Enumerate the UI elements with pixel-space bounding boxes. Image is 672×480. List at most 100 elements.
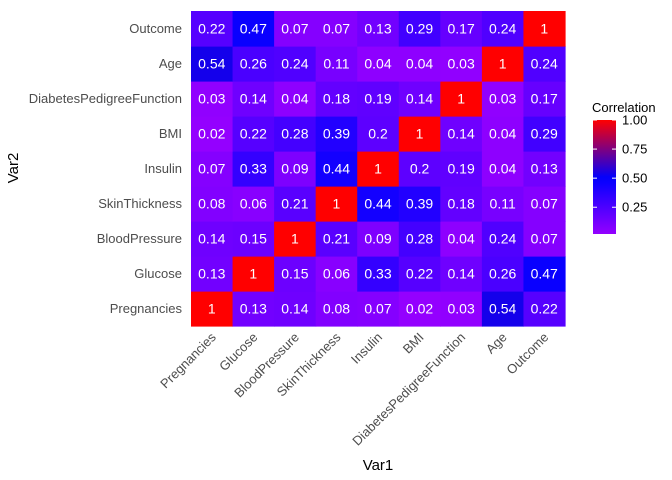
heatmap-cell bbox=[191, 256, 234, 292]
heatmap-cell-label: 0.08 bbox=[198, 196, 225, 212]
heatmap-cell-label: 0.39 bbox=[406, 196, 433, 212]
heatmap-cell-label: 0.2 bbox=[368, 126, 388, 142]
x-axis-title: Var1 bbox=[363, 457, 394, 474]
heatmap-cell bbox=[274, 46, 317, 82]
heatmap-cell-label: 0.09 bbox=[281, 161, 308, 177]
heatmap-cell bbox=[398, 256, 441, 292]
x-tick-label: BMI bbox=[400, 330, 427, 357]
heatmap-cell bbox=[315, 291, 358, 327]
heatmap-cell-label: 0.14 bbox=[240, 91, 267, 107]
legend-tick-label: 0.25 bbox=[622, 200, 647, 215]
heatmap-cell bbox=[398, 46, 441, 82]
heatmap-cell-label: 0.07 bbox=[198, 161, 225, 177]
heatmap-cell-label: 0.54 bbox=[198, 56, 225, 72]
heatmap-cell-label: 0.18 bbox=[323, 91, 350, 107]
heatmap-cell bbox=[357, 11, 400, 47]
heatmap-cell-label: 0.26 bbox=[489, 266, 516, 282]
heatmap-cell bbox=[481, 11, 525, 47]
heatmap-cell bbox=[523, 186, 566, 222]
heatmap-cell-label: 0.19 bbox=[447, 161, 474, 177]
heatmap-cell-label: 0.04 bbox=[281, 91, 308, 107]
heatmap-cell bbox=[481, 291, 525, 327]
heatmap-cell-label: 0.06 bbox=[240, 196, 267, 212]
heatmap-cell-label: 0.14 bbox=[198, 231, 225, 247]
heatmap-cell-label: 0.14 bbox=[447, 126, 474, 142]
legend-tick-label: 1.00 bbox=[622, 113, 647, 128]
y-axis-tick-labels: Pregnancies Glucose BloodPressure SkinThick… bbox=[29, 21, 183, 316]
heatmap-cell-label: 1 bbox=[540, 21, 548, 37]
heatmap-cell bbox=[232, 291, 275, 327]
heatmap-cell bbox=[523, 46, 566, 82]
heatmap-cell-label: 0.07 bbox=[281, 21, 308, 37]
heatmap-cell-label: 0.47 bbox=[531, 266, 558, 282]
heatmap-cell bbox=[357, 291, 400, 327]
heatmap-cell-label: 0.03 bbox=[447, 301, 474, 317]
heatmap-cell bbox=[398, 151, 441, 187]
heatmap-cell bbox=[481, 221, 525, 257]
heatmap-cell-label: 0.22 bbox=[240, 126, 267, 142]
heatmap-cell bbox=[357, 46, 400, 82]
heatmap-cell bbox=[232, 46, 275, 82]
heatmap-cell bbox=[315, 46, 358, 82]
legend-color-bar bbox=[593, 120, 616, 234]
heatmap-cell-label: 0.24 bbox=[531, 56, 558, 72]
x-tick-label: Age bbox=[483, 330, 510, 357]
heatmap-cell-label: 0.08 bbox=[323, 301, 350, 317]
heatmap-cell-label: 0.06 bbox=[323, 266, 350, 282]
heatmap-cell bbox=[191, 11, 234, 47]
heatmap-cell bbox=[523, 291, 566, 327]
heatmap-cell-label: 0.07 bbox=[364, 301, 391, 317]
heatmap-cell-label: 1 bbox=[416, 126, 424, 142]
heatmap-cell-label: 0.29 bbox=[406, 21, 433, 37]
heatmap-cell-label: 1 bbox=[333, 196, 341, 212]
heatmap-cell-label: 1 bbox=[457, 91, 465, 107]
y-tick-label: DiabetesPedigreeFunction bbox=[29, 91, 182, 106]
heatmap-cell bbox=[191, 151, 234, 187]
heatmap-cell bbox=[440, 46, 483, 82]
heatmap-cell bbox=[232, 221, 275, 257]
heatmap-cell-label: 0.22 bbox=[198, 21, 225, 37]
heatmap-cell-label: 0.15 bbox=[240, 231, 267, 247]
heatmap-cell-label: 0.28 bbox=[281, 126, 308, 142]
heatmap-cell bbox=[440, 186, 483, 222]
heatmap-cell bbox=[440, 256, 483, 292]
heatmap-cell bbox=[523, 221, 566, 257]
heatmap-cell bbox=[398, 221, 441, 257]
heatmap-cell bbox=[232, 256, 275, 292]
heatmap-cell-label: 0.24 bbox=[281, 56, 308, 72]
y-tick-label: Pregnancies bbox=[110, 301, 183, 316]
heatmap-cell-label: 0.22 bbox=[531, 301, 558, 317]
heatmap-cell-label: 0.02 bbox=[406, 301, 433, 317]
heatmap-cell bbox=[191, 46, 234, 82]
heatmap-cell-label: 0.22 bbox=[406, 266, 433, 282]
heatmap-cell-label: 0.44 bbox=[364, 196, 391, 212]
x-axis-tick-labels: PregnanciesGlucoseBloodPressureSkinThick… bbox=[157, 329, 551, 448]
legend-tick-label: 0.75 bbox=[622, 142, 647, 157]
heatmap-cell bbox=[481, 151, 525, 187]
heatmap-cell bbox=[274, 151, 317, 187]
heatmap-cell-label: 1 bbox=[291, 231, 299, 247]
heatmap-cell bbox=[523, 256, 566, 292]
heatmap-cell bbox=[315, 81, 358, 117]
x-tick-label: Outcome bbox=[503, 330, 551, 378]
heatmap-cell-label: 0.21 bbox=[281, 196, 308, 212]
heatmap-cell-label: 1 bbox=[208, 301, 216, 317]
heatmap-cell bbox=[440, 221, 483, 257]
heatmap-cell bbox=[440, 151, 483, 187]
heatmap-cell-label: 0.15 bbox=[281, 266, 308, 282]
heatmap-cell bbox=[315, 11, 358, 47]
heatmap-cell bbox=[523, 151, 566, 187]
y-tick-label: Glucose bbox=[134, 266, 182, 281]
y-tick-label: BMI bbox=[159, 126, 182, 141]
heatmap-cell-label: 0.19 bbox=[364, 91, 391, 107]
heatmap-cell-labels: 1 0.13 0.14 0.08 0.07 0.02 0.03 0.54 0.22 0.13 1 0.… bbox=[198, 21, 558, 317]
heatmap-cell-label: 0.09 bbox=[364, 231, 391, 247]
heatmap-cell-label: 0.13 bbox=[364, 21, 391, 37]
heatmap-cell bbox=[274, 221, 317, 257]
heatmap-cell-label: 0.13 bbox=[240, 301, 267, 317]
heatmap-cell bbox=[481, 186, 525, 222]
heatmap-cell bbox=[274, 186, 317, 222]
heatmap-cell-label: 0.24 bbox=[489, 231, 516, 247]
heatmap-cell bbox=[398, 81, 441, 117]
